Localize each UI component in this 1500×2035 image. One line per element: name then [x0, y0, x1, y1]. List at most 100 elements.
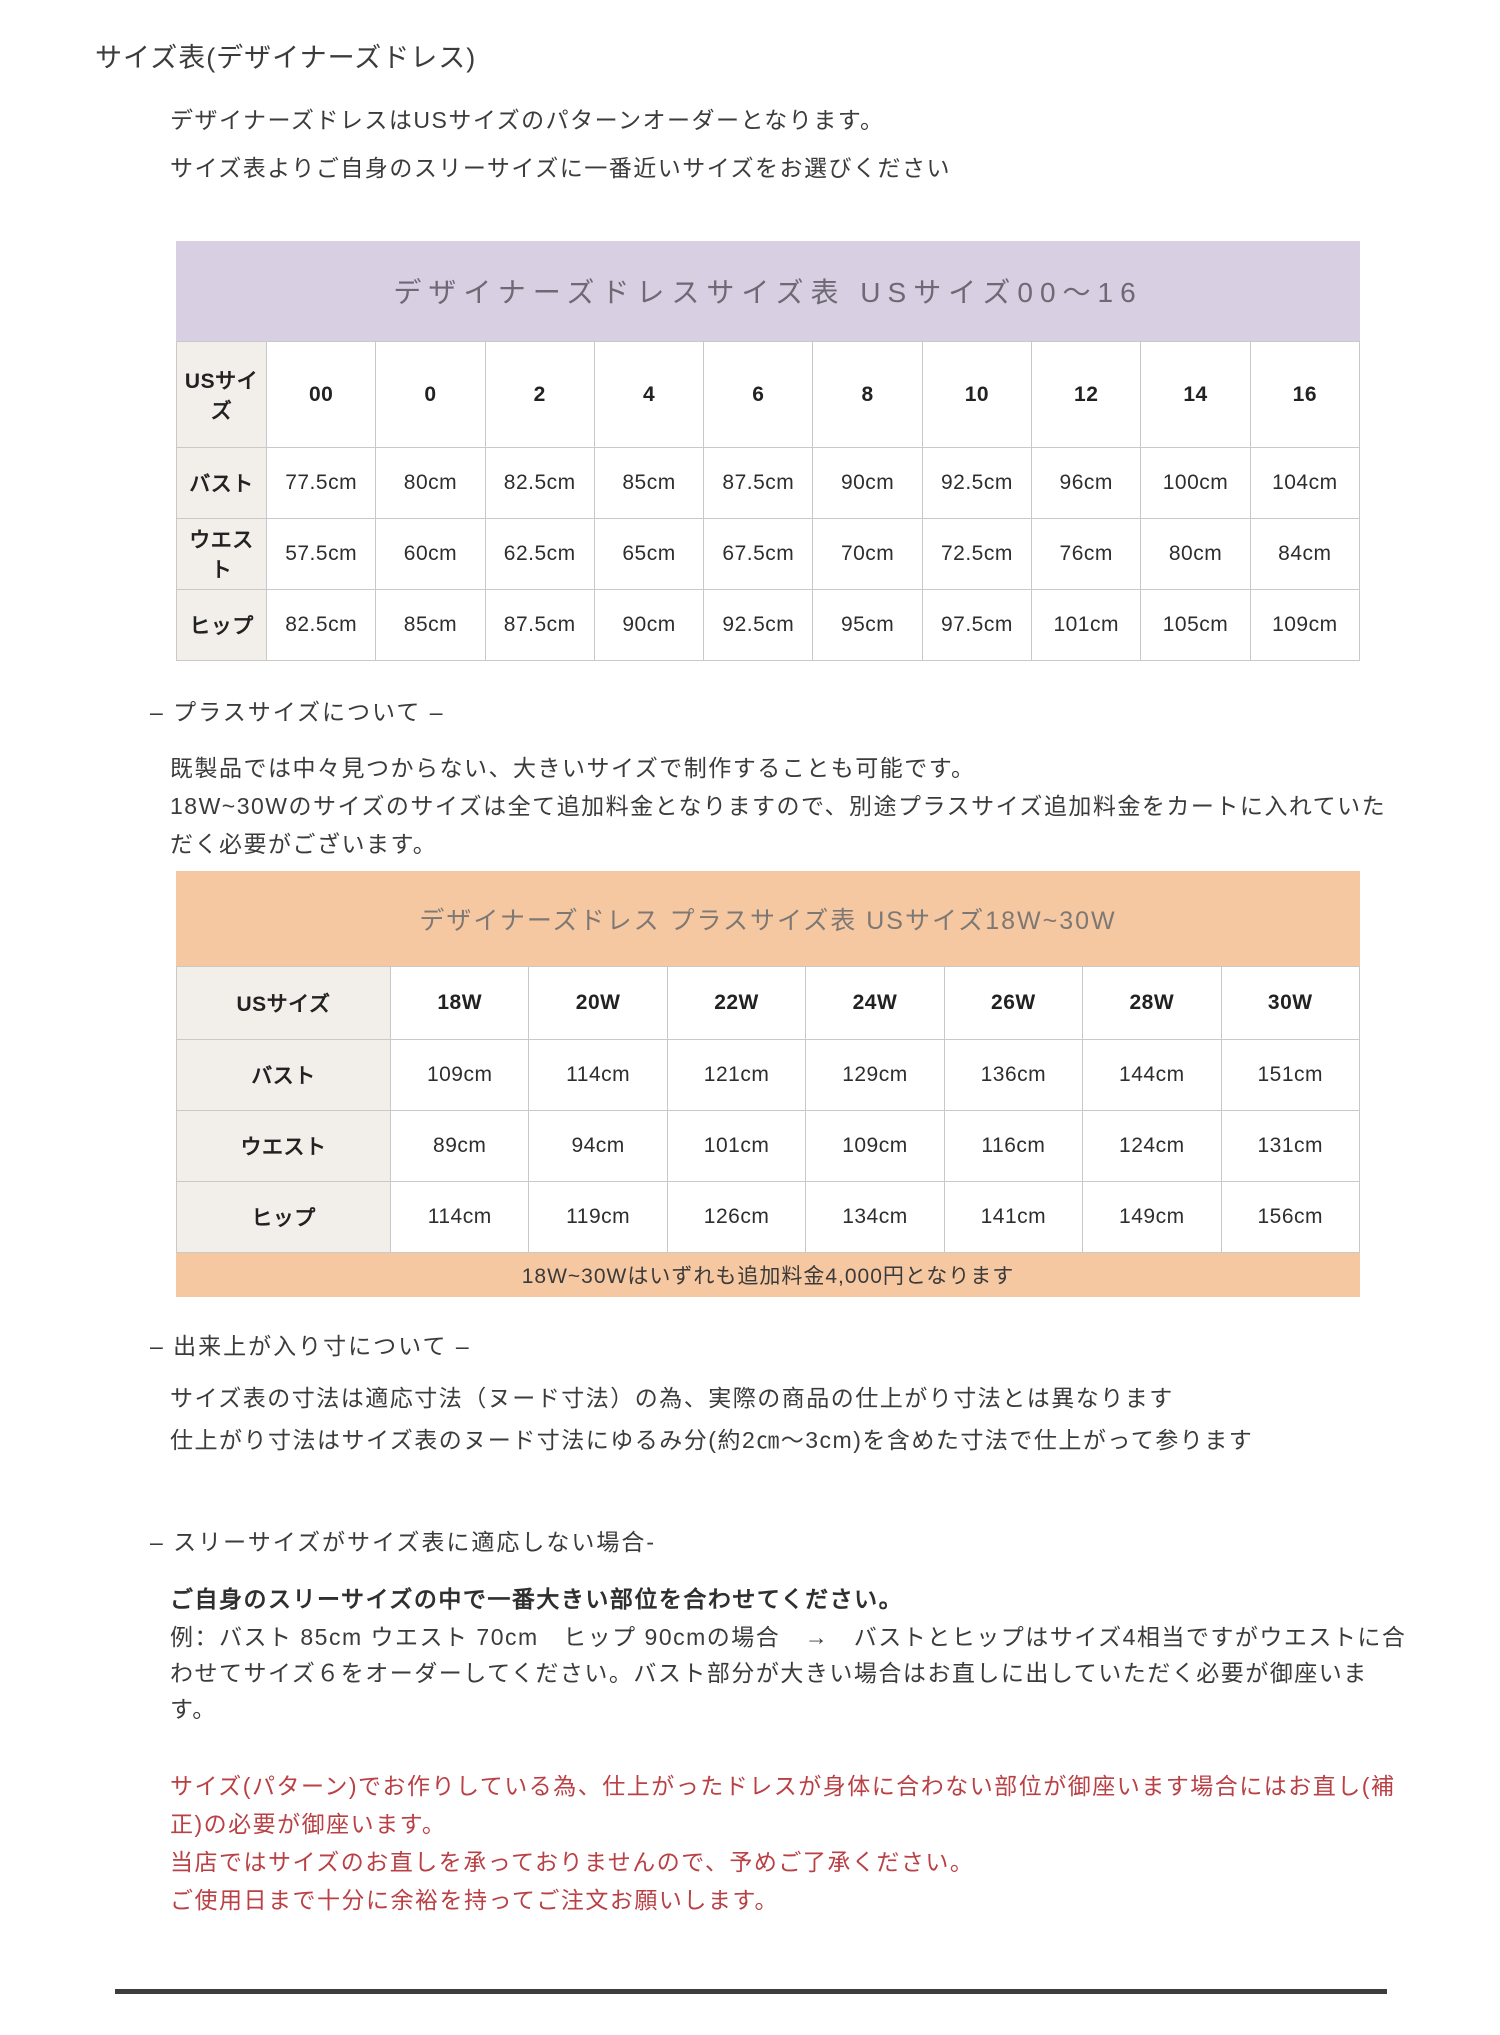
measurement-cell: 90cm [593, 589, 705, 661]
size-header-cell: 20W [528, 966, 668, 1040]
standard-size-table: USサイズ 00 0 2 4 6 8 10 12 14 16 バスト 77.5cm 80cm 82.5cm 8… [176, 341, 1361, 661]
measurement-cell: 72.5cm [921, 518, 1033, 590]
size-header-cell: 10 [921, 341, 1033, 448]
measurement-cell: 109cm [1249, 589, 1361, 661]
measurement-cell: 85cm [593, 447, 705, 519]
size-header-cell: 2 [484, 341, 595, 448]
footer-note-row: 18W~30Wはいずれも追加料金4,000円となります [176, 1252, 1360, 1297]
standard-table-title-band: デザイナーズドレスサイズ表 USサイズ00〜16 [176, 241, 1360, 341]
measurement-cell: 136cm [943, 1039, 1084, 1111]
measurement-cell: 92.5cm [703, 589, 814, 661]
measurement-row: バスト 77.5cm 80cm 82.5cm 85cm 87.5cm 90cm 92.5cm 9… [176, 447, 1361, 519]
size-header-cell: 8 [812, 341, 923, 448]
size-header-cell: 22W [666, 966, 807, 1040]
size-header-cell: 24W [805, 966, 945, 1040]
size-guide-page: サイズ表(デザイナーズドレス) デザイナーズドレスはUSサイズのパターンオーダー… [0, 36, 1500, 1994]
measurement-cell: 80cm [375, 447, 486, 519]
measurement-row: ヒップ 82.5cm 85cm 87.5cm 90cm 92.5cm 95cm 97.5cm 1… [176, 589, 1361, 661]
measurement-cell: 129cm [805, 1039, 945, 1111]
measurement-cell: 156cm [1220, 1181, 1361, 1253]
row-label-cell: バスト [176, 1039, 391, 1111]
plus-size-section-heading: – プラスサイズについて – [150, 699, 445, 725]
measurement-cell: 85cm [375, 589, 486, 661]
corner-label-cell: USサイズ [176, 966, 391, 1040]
measurement-cell: 131cm [1220, 1110, 1361, 1182]
measurement-cell: 119cm [528, 1181, 668, 1253]
measurement-cell: 114cm [389, 1181, 530, 1253]
size-header-row: USサイズ 18W 20W 22W 24W 26W 28W 30W [176, 966, 1361, 1040]
measurement-cell: 116cm [943, 1110, 1084, 1182]
measurement-cell: 65cm [593, 518, 705, 590]
size-header-cell: 4 [593, 341, 705, 448]
size-header-cell: 14 [1140, 341, 1251, 448]
row-label-cell: ウエスト [176, 518, 267, 590]
plus-size-table: USサイズ 18W 20W 22W 24W 26W 28W 30W バスト 109cm 114cm 1… [176, 966, 1361, 1297]
intro-line-1: デザイナーズドレスはUSサイズのパターンオーダーとなります。 [170, 107, 885, 133]
measurement-cell: 87.5cm [703, 447, 814, 519]
measurement-cell: 109cm [389, 1039, 530, 1111]
size-header-cell: 00 [265, 341, 377, 448]
size-mismatch-bold-line: ご自身のスリーサイズの中で一番大きい部位を合わせてください。 [170, 1586, 904, 1612]
measurement-cell: 94cm [528, 1110, 668, 1182]
measurement-cell: 101cm [666, 1110, 807, 1182]
measurement-cell: 76cm [1031, 518, 1142, 590]
measurement-cell: 101cm [1031, 589, 1142, 661]
measurement-cell: 121cm [666, 1039, 807, 1111]
measurement-cell: 151cm [1220, 1039, 1361, 1111]
size-header-row: USサイズ 00 0 2 4 6 8 10 12 14 16 [176, 341, 1361, 448]
size-header-cell: 26W [943, 966, 1084, 1040]
measurement-row: ウエスト 89cm 94cm 101cm 109cm 116cm 124cm 131cm [176, 1110, 1361, 1182]
size-header-cell: 16 [1249, 341, 1361, 448]
measurement-cell: 60cm [375, 518, 486, 590]
corner-label-cell: USサイズ [176, 341, 267, 448]
measurement-cell: 144cm [1082, 1039, 1222, 1111]
measurement-cell: 97.5cm [921, 589, 1033, 661]
intro-line-2: サイズ表よりご自身のスリーサイズに一番近いサイズをお選びください [170, 155, 952, 181]
size-header-cell: 30W [1220, 966, 1361, 1040]
size-header-cell: 12 [1031, 341, 1142, 448]
measurement-cell: 141cm [943, 1181, 1084, 1253]
size-header-cell: 28W [1082, 966, 1222, 1040]
measurement-row: ウエスト 57.5cm 60cm 62.5cm 65cm 67.5cm 70cm 72.5cm… [176, 518, 1361, 590]
measurement-cell: 82.5cm [484, 447, 595, 519]
finished-size-section-heading: – 出来上が入り寸について – [150, 1333, 471, 1359]
footer-note-cell: 18W~30Wはいずれも追加料金4,000円となります [176, 1252, 1360, 1297]
size-header-cell: 6 [703, 341, 814, 448]
measurement-cell: 92.5cm [921, 447, 1033, 519]
measurement-cell: 67.5cm [703, 518, 814, 590]
page-title: サイズ表(デザイナーズドレス) [95, 43, 477, 73]
measurement-row: ヒップ 114cm 119cm 126cm 134cm 141cm 149cm 156cm [176, 1181, 1361, 1253]
measurement-cell: 105cm [1140, 589, 1251, 661]
size-header-cell: 0 [375, 341, 486, 448]
measurement-cell: 149cm [1082, 1181, 1222, 1253]
plus-table-title-band: デザイナーズドレス プラスサイズ表 USサイズ18W~30W [176, 871, 1360, 966]
measurement-cell: 109cm [805, 1110, 945, 1182]
measurement-cell: 95cm [812, 589, 923, 661]
measurement-cell: 82.5cm [265, 589, 377, 661]
measurement-cell: 124cm [1082, 1110, 1222, 1182]
measurement-cell: 77.5cm [265, 447, 377, 519]
finished-size-section-body: サイズ表の寸法は適応寸法（ヌード寸法）の為、実際の商品の仕上がり寸法とは異なりま… [170, 1385, 1254, 1453]
measurement-cell: 87.5cm [484, 589, 595, 661]
bottom-divider [115, 1989, 1387, 1994]
row-label-cell: ヒップ [176, 589, 267, 661]
size-header-cell: 18W [389, 966, 530, 1040]
alteration-warning-text: サイズ(パターン)でお作りしている為、仕上がったドレスが身体に合わない部位が御座… [170, 1773, 1396, 1913]
measurement-row: バスト 109cm 114cm 121cm 129cm 136cm 144cm 151cm [176, 1039, 1361, 1111]
measurement-cell: 100cm [1140, 447, 1251, 519]
measurement-cell: 134cm [805, 1181, 945, 1253]
measurement-cell: 57.5cm [265, 518, 377, 590]
measurement-cell: 80cm [1140, 518, 1251, 590]
measurement-cell: 96cm [1031, 447, 1142, 519]
row-label-cell: バスト [176, 447, 267, 519]
size-mismatch-section-heading: – スリーサイズがサイズ表に適応しない場合- [150, 1529, 657, 1555]
size-mismatch-body: 例：バスト 85cm ウエスト 70cm ヒップ 90cmの場合 → バストとヒ… [170, 1624, 1407, 1722]
row-label-cell: ヒップ [176, 1181, 391, 1253]
measurement-cell: 89cm [389, 1110, 530, 1182]
plus-size-section-body: 既製品では中々見つからない、大きいサイズで制作することも可能です。 18W~30… [170, 755, 1387, 857]
measurement-cell: 62.5cm [484, 518, 595, 590]
measurement-cell: 126cm [666, 1181, 807, 1253]
measurement-cell: 84cm [1249, 518, 1361, 590]
measurement-cell: 70cm [812, 518, 923, 590]
measurement-cell: 104cm [1249, 447, 1361, 519]
